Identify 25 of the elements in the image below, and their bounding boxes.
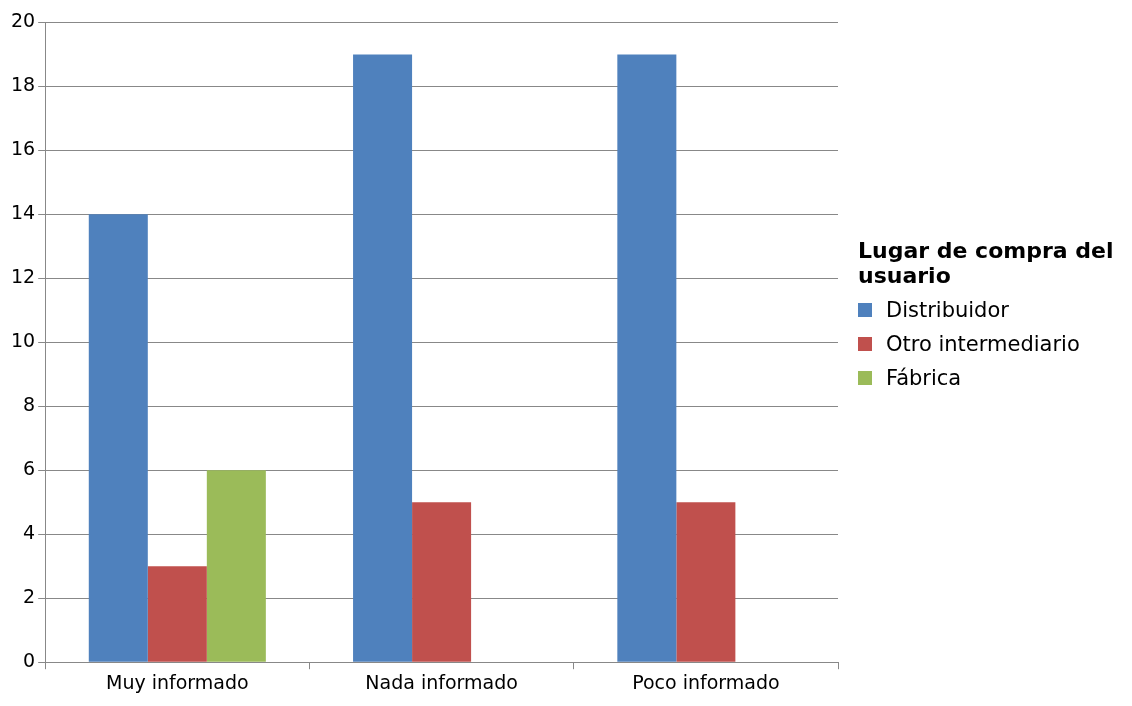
y-tick-label: 14 — [10, 201, 36, 224]
legend-label: Otro intermediario — [886, 332, 1080, 356]
y-tick-label: 4 — [23, 521, 36, 544]
y-tick-label: 8 — [23, 393, 36, 416]
x-tick-label: Nada informado — [365, 670, 518, 693]
y-tick-label: 12 — [10, 265, 36, 288]
bar — [412, 502, 472, 662]
bar — [353, 54, 413, 662]
legend-title: Lugar de compra del usuario — [858, 238, 1115, 288]
bar — [676, 502, 736, 662]
x-tick-label: Poco informado — [632, 670, 780, 693]
y-tick-label: 16 — [10, 137, 36, 160]
bar — [206, 470, 266, 662]
y-tick-label: 20 — [10, 9, 36, 32]
y-tick-label: 0 — [23, 649, 36, 672]
bar — [147, 566, 207, 662]
x-tick-label: Muy informado — [105, 670, 249, 693]
legend-label: Fábrica — [886, 366, 962, 390]
y-tick-label: 18 — [10, 73, 36, 96]
legend-label: Distribuidor — [886, 298, 1009, 322]
y-tick-label: 2 — [23, 585, 36, 608]
bar — [617, 54, 677, 662]
y-tick-label: 6 — [23, 457, 36, 480]
bar — [88, 214, 148, 662]
y-tick-label: 10 — [10, 329, 36, 352]
